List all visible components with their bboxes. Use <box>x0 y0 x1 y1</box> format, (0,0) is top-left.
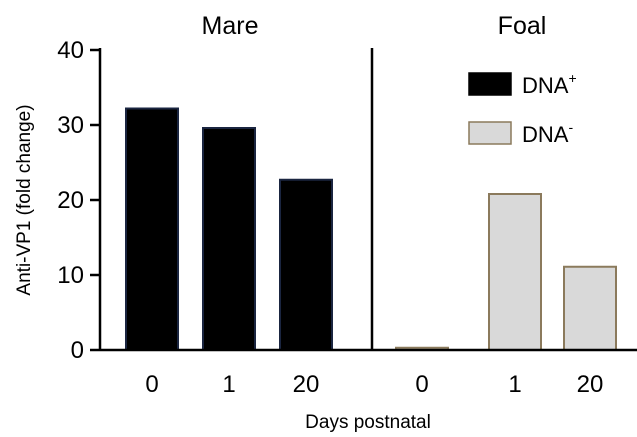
bar-foal-day-20 <box>563 265 617 351</box>
y-tick-label: 10 <box>57 262 84 289</box>
x-axis-label: Days postnatal <box>305 412 431 433</box>
bar-foal-day-1 <box>488 193 542 351</box>
y-tick-label: 0 <box>71 337 84 364</box>
legend-label-dna-plus: DNA+ <box>522 70 577 98</box>
legend-label-dna-minus: DNA- <box>522 119 573 147</box>
x-tick-label: 20 <box>293 371 320 398</box>
x-tick-label: 1 <box>222 371 235 398</box>
x-tick-label: 0 <box>145 371 158 398</box>
y-tick-label: 30 <box>57 112 84 139</box>
y-axis-label: Anti-VP1 (fold change) <box>14 104 35 295</box>
y-tick-label: 20 <box>57 187 84 214</box>
panel-title-foal: Foal <box>498 12 547 40</box>
bars-layer <box>125 107 617 351</box>
bar-mare-day-0 <box>125 107 179 351</box>
y-ticks: 0 10 20 30 40 <box>57 37 100 364</box>
panel-title-mare: Mare <box>202 12 259 40</box>
x-tick-label: 1 <box>508 371 521 398</box>
y-tick-label: 40 <box>57 37 84 64</box>
bar-mare-day-1 <box>202 127 256 351</box>
x-tick-label: 0 <box>415 371 428 398</box>
legend-swatch-dna-minus <box>468 121 512 145</box>
bar-mare-day-20 <box>279 178 333 351</box>
x-ticks: 0 1 20 0 1 20 <box>145 371 603 398</box>
x-tick-label: 20 <box>577 371 604 398</box>
legend-swatch-dna-plus <box>468 72 512 96</box>
legend: DNA+ DNA- <box>468 70 577 147</box>
